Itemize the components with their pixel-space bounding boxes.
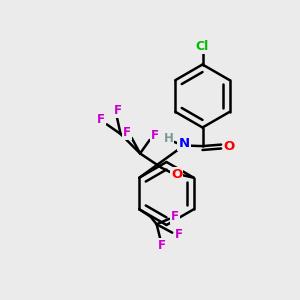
Text: Cl: Cl [196, 40, 209, 53]
Text: F: F [114, 104, 122, 117]
Text: N: N [178, 137, 190, 150]
Text: F: F [175, 228, 183, 241]
Text: O: O [224, 140, 235, 153]
Text: O: O [171, 168, 182, 181]
Text: F: F [123, 126, 131, 139]
Text: F: F [171, 210, 178, 223]
Text: F: F [151, 129, 159, 142]
Text: H: H [164, 132, 173, 146]
Text: F: F [158, 239, 165, 252]
Text: F: F [97, 113, 105, 126]
